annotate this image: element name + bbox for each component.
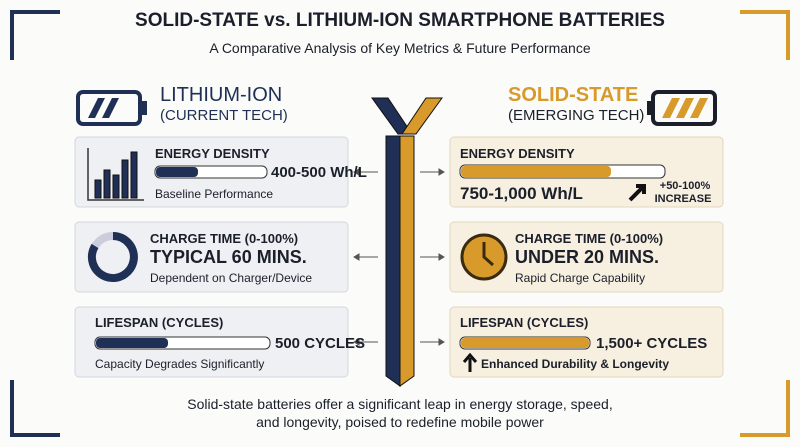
stripes [88,98,119,118]
left-name: LITHIUM-ION [160,84,283,106]
card-title: LIFESPAN (CYCLES) [460,315,589,330]
connector-arrows [353,168,445,346]
stem-right [399,135,415,387]
card-value: TYPICAL 60 MINS. [150,247,307,267]
card-value: 400-500 Wh/L [271,164,367,181]
card-note: Enhanced Durability & Longevity [481,357,670,371]
card [74,221,349,293]
card-note: Dependent on Charger/Device [150,271,313,285]
title: SOLID-STATE vs. LITHIUM-ION SMARTPHONE B… [135,10,665,31]
progress-bars [94,164,666,350]
card-title: LIFESPAN (CYCLES) [95,315,224,330]
card [449,221,724,293]
icon-bar [103,169,111,199]
card-title: CHARGE TIME (0-100%) [515,231,664,246]
icon-bar [112,174,120,199]
right-battery-icon [647,90,717,126]
card-value: UNDER 20 MINS. [515,247,660,267]
corner-brackets [10,10,790,437]
bracket [740,10,790,60]
bracket [740,380,790,437]
fill [96,338,168,348]
card-value: 500 CYCLES [275,335,366,352]
clock-icon [460,233,508,281]
card-title: ENERGY DENSITY [155,146,270,161]
icon-bar [130,151,138,199]
arrow [353,253,445,261]
fill [156,167,198,177]
icon-bar [121,159,129,199]
card-note: Capacity Degrades Significantly [95,357,265,371]
card-title: CHARGE TIME (0-100%) [150,231,299,246]
card-value: 1,500+ CYCLES [596,335,708,352]
bracket [10,10,60,60]
clock-hands [482,242,494,267]
left-tag: (CURRENT TECH) [160,107,288,124]
right-tag: (EMERGING TECH) [508,107,645,124]
card-note: Baseline Performance [155,187,274,201]
right-arm [401,97,443,135]
battery [76,90,142,126]
card-title: ENERGY DENSITY [460,146,575,161]
stripes [662,98,708,118]
donut-icon [87,232,138,282]
subtitle: A Comparative Analysis of Key Metrics & … [209,40,591,56]
increase-arrow [628,184,646,202]
badge-note: INCREASE [654,193,712,205]
fill [461,338,589,348]
right-name: SOLID-STATE [508,84,639,106]
center-connector [371,97,443,387]
bracket [10,380,60,437]
footer-line: and longevity, poised to redefine mobile… [256,414,544,430]
battery-tip [141,101,147,115]
axis [87,148,144,201]
stem-left [385,135,401,387]
left-battery-icon [76,90,147,126]
ring-fill [87,232,138,282]
arrow [353,338,445,346]
icon-bar [94,179,102,199]
arrow [353,168,445,176]
battery-tip [647,101,653,115]
bar-chart-icon [87,148,144,201]
badge: +50-100% [659,180,711,192]
footer-line: Solid-state batteries offer a significan… [187,396,613,412]
card-note: Rapid Charge Capability [515,271,646,285]
card-value: 750-1,000 Wh/L [460,184,583,203]
up-arrow [462,352,478,372]
fill [461,166,611,177]
